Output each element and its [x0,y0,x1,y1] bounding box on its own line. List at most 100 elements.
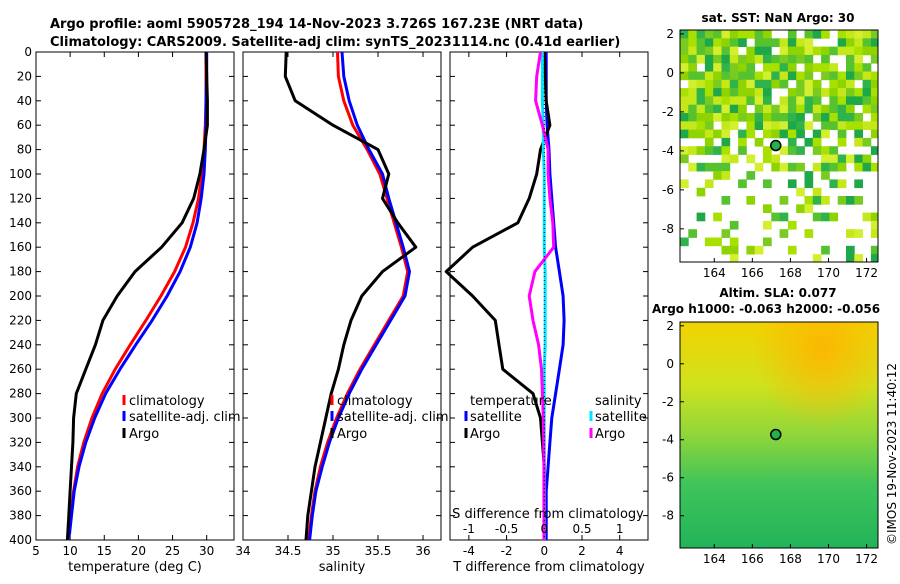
sst-cell [680,121,689,130]
legend-label-s-argo: Argo [595,427,625,442]
sst-cell [862,71,872,81]
difference-x2label: S difference from climatology [452,507,644,522]
sst-cell [787,104,797,114]
sst-cell [704,96,714,106]
series-line-t-argo [444,51,552,540]
sst-cell [846,54,855,64]
y-tick-label: 0 [24,45,32,59]
sst-cell [704,237,714,247]
sst-cell [837,38,847,47]
map-x-tick-label: 170 [817,552,840,566]
sst-cell [787,63,797,72]
sst-cell [854,254,863,262]
sst-cell [804,38,814,47]
sst-map-axes: 164 166 168 170 172 2 0 -2 -4 -6 -8 [662,27,878,280]
sst-cell [870,220,878,230]
sst-cell [721,88,731,97]
sst-cell [754,104,764,114]
sst-cell [812,254,822,262]
sst-cell [738,71,747,81]
sst-cell [738,79,747,89]
sst-cell [738,137,747,147]
sst-cell [721,104,731,114]
sst-cell [704,104,714,114]
sst-cell [680,129,689,139]
sst-cell [754,162,764,172]
sst-cell [696,46,706,56]
y-tick-label: 300 [9,411,32,425]
sst-cell [680,63,689,72]
map-x-tick-label: 164 [703,552,726,566]
sst-cell [787,245,797,255]
sst-cell [721,146,731,155]
sst-cell [729,220,739,230]
sst-cell [787,146,797,155]
x2-tick-label: -1 [463,522,475,536]
sst-cell [854,96,863,106]
sst-cell [812,162,822,172]
sst-cell [713,162,722,172]
sst-cell [713,96,722,106]
sst-cell [696,129,706,139]
sst-cell [779,71,789,81]
difference-legend: temperature salinity satellite Argo sate… [464,394,647,442]
sst-cell [787,137,797,147]
sst-cell [862,162,872,172]
sst-cell [721,171,731,180]
sst-cell [862,137,872,147]
sst-map-frame [679,29,879,263]
sst-cell [680,179,689,189]
sst-cell [862,38,872,47]
sst-cell [779,38,789,47]
sst-cell [721,129,731,139]
map-y-tick-label: 2 [666,27,674,41]
sst-cell [821,171,830,180]
sst-cell [721,46,731,56]
legend-label-t-argo: Argo [470,427,500,442]
sst-cell [854,129,863,139]
sst-cell [696,30,706,39]
sst-cell [738,129,747,139]
legend-label-climatology: climatology [129,394,205,409]
sst-cell [738,30,747,39]
sst-cell [771,113,780,122]
sst-cell [846,121,855,130]
x2-tick-label: 0 [540,522,548,536]
sst-cell [870,162,878,172]
sst-cell [854,229,863,238]
sst-cell [829,79,839,89]
sst-cell [754,113,764,122]
sst-cell [812,63,822,72]
sst-cell [763,63,772,72]
x-tick-label: 30 [199,544,214,558]
map-y-tick-label: 0 [666,357,674,371]
sst-cell [870,30,878,39]
sst-cell [771,162,780,172]
sst-cell [680,30,689,39]
sst-cell [870,146,878,155]
x-tick-label: 36 [415,544,430,558]
sla-map-subtitle: Argo h1000: -0.063 h2000: -0.056 [652,302,880,316]
sst-cell [821,146,830,155]
sst-cell [729,154,739,164]
sst-cell [829,179,839,189]
sst-cell [729,71,739,81]
sst-cell [704,162,714,172]
sst-cell [862,104,872,114]
salinity-plot-frame [242,51,442,541]
sst-cell [854,38,863,47]
sst-cell [862,154,872,164]
sst-cell [704,146,714,155]
temperature-xlabel: temperature (deg C) [68,560,202,575]
sst-cell [812,113,822,122]
sst-cell [812,88,822,97]
x-tick-label: 15 [97,544,112,558]
map-y-tick-label: -2 [662,105,674,119]
sst-cell [821,46,830,56]
sst-cell [729,121,739,130]
sst-cell [829,104,839,114]
sst-cell [870,121,878,130]
sla-map-frame [679,321,879,549]
sst-cell [721,229,731,238]
y-tick-label: 340 [9,460,32,474]
